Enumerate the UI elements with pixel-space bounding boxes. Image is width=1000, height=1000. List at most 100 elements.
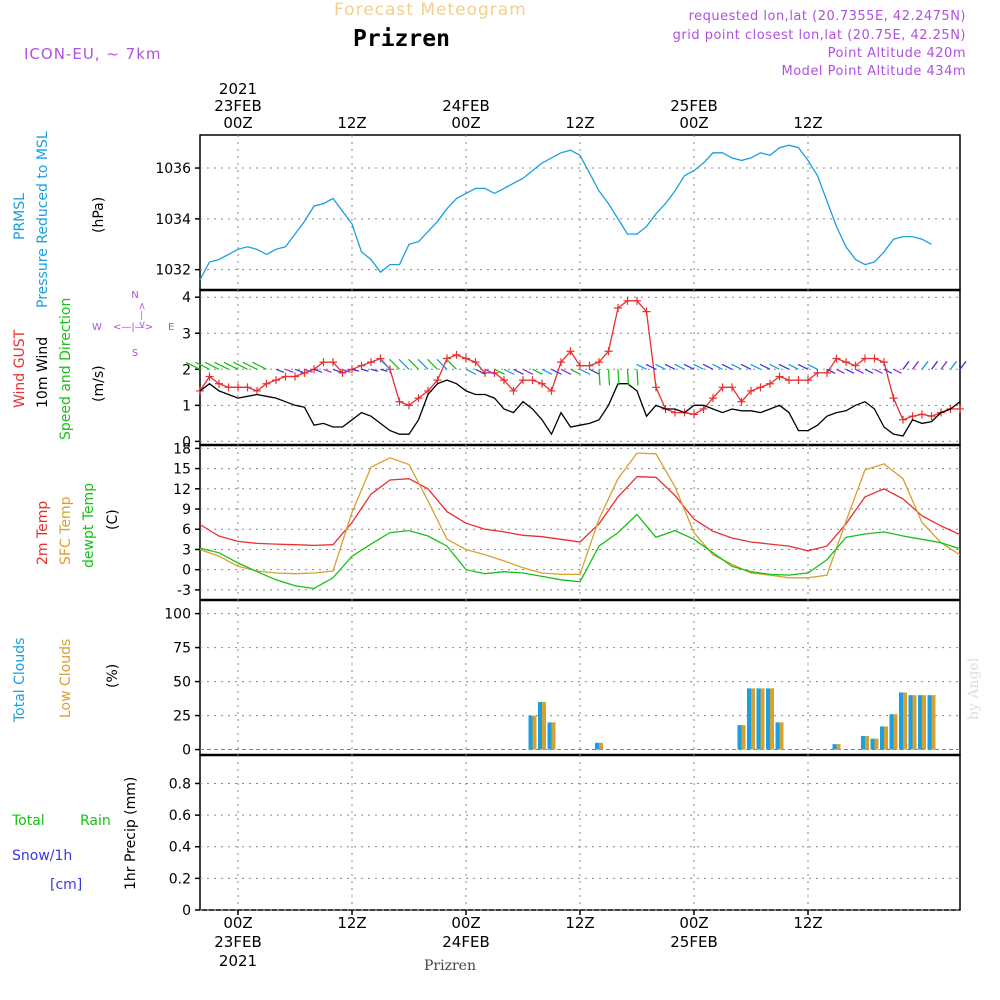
low-cloud-bar — [741, 725, 746, 750]
wind-gust-marker — [291, 372, 299, 381]
wind-direction-arrow — [617, 369, 620, 386]
wind-gust-marker — [196, 386, 204, 395]
wind-gust-marker — [215, 379, 223, 388]
low-cloud-bar — [599, 742, 603, 750]
wind-gust-marker — [405, 401, 413, 410]
time-label-top: 00Z — [451, 114, 480, 132]
wind-gust-marker — [870, 354, 879, 363]
wind-direction-arrow — [294, 368, 304, 373]
time-label-bottom: 24FEB — [442, 933, 489, 951]
wind-direction-arrow — [959, 360, 967, 370]
wind-direction-arrow — [845, 368, 855, 374]
pressure-label-1: PRMSL — [12, 193, 28, 240]
wind-gust-marker — [471, 358, 480, 367]
compass-west: W — [92, 322, 102, 333]
wind-direction-arrow — [522, 368, 534, 375]
wind-direction-arrow — [807, 363, 818, 370]
total-cloud-bar — [908, 695, 913, 750]
wind-gust-marker — [652, 383, 660, 392]
wind-gust-marker — [918, 410, 926, 419]
temp-panel-labels: 2m Temp SFC Temp dewpt Temp (C) — [35, 483, 121, 568]
wind-direction-arrow — [185, 361, 201, 370]
requested-coords: requested lon,lat (20.7355E, 42.2475N) — [688, 9, 966, 24]
precip-label-snow: Snow/1h — [12, 848, 72, 864]
wind-direction-arrow — [389, 358, 400, 370]
wind-direction-arrow — [702, 363, 714, 370]
wind-direction-arrow — [740, 363, 752, 370]
gridpoint-coords: grid point closest lon,lat (20.75E, 42.2… — [672, 28, 966, 43]
total-cloud-bar — [918, 695, 922, 750]
model-label: ICON-EU, ~ 7km — [24, 45, 162, 63]
wind-direction-arrow — [361, 368, 369, 372]
wind-gust-marker — [747, 386, 755, 395]
precip-ytick-label: 0.4 — [169, 840, 191, 856]
wind-gust-marker — [813, 368, 822, 377]
clouds-ytick-label: 75 — [173, 641, 191, 657]
wind-gust-marker — [671, 408, 679, 417]
precip-unit: 1hr Precip (mm) — [123, 777, 139, 890]
wind-gust-marker — [414, 394, 423, 403]
wind-gust-marker — [690, 410, 698, 419]
total-cloud-bar — [766, 688, 770, 750]
total-cloud-bar — [899, 692, 903, 750]
time-label-bottom: 00Z — [223, 914, 252, 932]
wind-direction-arrow — [864, 368, 874, 374]
station-title: Prizren — [353, 26, 450, 52]
time-label-top: 12Z — [793, 114, 822, 132]
wind-gust-marker — [604, 347, 613, 356]
wind-direction-arrow — [541, 368, 553, 375]
temp-ytick-label: 3 — [182, 542, 191, 558]
wind-direction-arrow — [902, 360, 910, 370]
wind-direction-arrow — [655, 363, 666, 370]
cloud-unit: (%) — [105, 664, 121, 688]
temp-unit: (C) — [105, 509, 121, 530]
precip-ytick-label: 0 — [182, 903, 191, 919]
total-cloud-bar — [880, 726, 884, 750]
wind-gust-marker — [908, 412, 917, 421]
low-cloud-bar — [751, 688, 755, 750]
wind-direction-arrow — [351, 368, 360, 372]
wind-direction-arrow — [214, 361, 229, 370]
wind-gust-marker — [956, 404, 964, 413]
temp-ytick-label: -3 — [177, 583, 191, 599]
wind-gust-marker — [756, 383, 765, 392]
clouds-ytick-label: 50 — [173, 675, 191, 691]
wind-gust-marker — [310, 365, 318, 374]
clouds-ytick-label: 100 — [164, 607, 191, 623]
wind-gust-marker — [243, 383, 252, 392]
wind-gust-marker — [205, 372, 214, 381]
cloud-label-low: Low Clouds — [58, 639, 74, 718]
wind-direction-arrow — [408, 358, 419, 370]
wind-panel-labels: Wind GUST 10m Wind Speed and Direction (… — [12, 290, 174, 440]
wind-direction-arrow — [626, 369, 630, 386]
wind-gust-marker — [842, 358, 850, 367]
wind-gust-marker — [899, 415, 907, 424]
precip-label-cm: [cm] — [50, 877, 82, 893]
low-cloud-bar — [903, 692, 907, 750]
wind-gust-marker — [633, 296, 641, 305]
wind-direction-arrow — [883, 368, 893, 374]
wind-gust-marker — [519, 376, 527, 385]
low-cloud-bar — [865, 735, 869, 750]
low-cloud-bar — [770, 688, 774, 750]
time-label-bottom: 23FEB — [214, 933, 261, 951]
low-cloud-bar — [551, 722, 556, 750]
total-cloud-bar — [861, 735, 865, 750]
wind-ytick-label: 1 — [182, 398, 191, 414]
wind-direction-arrow — [436, 358, 448, 370]
wind-direction-arrow — [427, 358, 438, 370]
total-cloud-bar — [927, 695, 932, 750]
wind-direction-arrow — [494, 368, 505, 375]
wind-gust-marker — [253, 386, 261, 395]
wind-10m-line — [199, 379, 961, 437]
time-label-top: 2021 — [219, 80, 257, 98]
wind-direction-arrow — [323, 368, 332, 373]
temp-ytick-label: 18 — [173, 441, 191, 457]
compass-north: N — [131, 290, 138, 301]
time-label-bottom: 25FEB — [670, 933, 717, 951]
precip-ytick-label: 0.6 — [169, 808, 191, 824]
temp-sfc-line — [199, 452, 961, 579]
wind-direction-arrow — [398, 358, 410, 370]
low-cloud-bar — [912, 695, 917, 750]
